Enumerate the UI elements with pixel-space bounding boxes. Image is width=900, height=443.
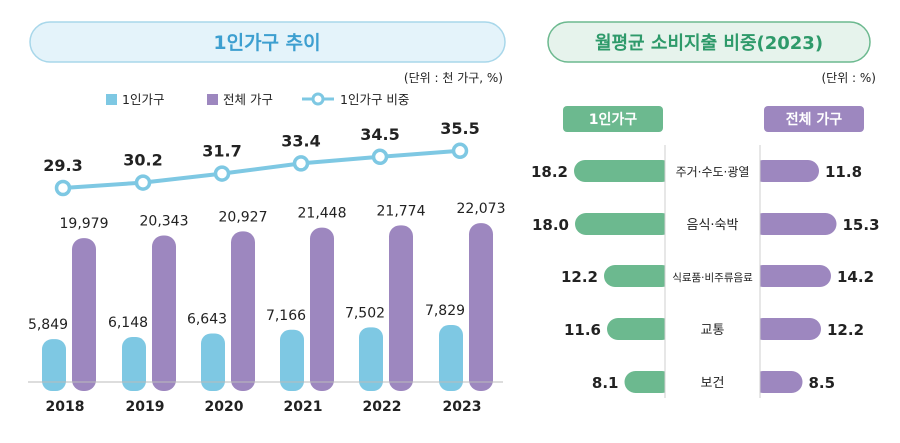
share-label-2022: 34.5 [360, 125, 399, 144]
bar-single-2019 [122, 337, 146, 391]
value-total-1: 11.8 [825, 163, 862, 181]
bar-single-2023 [439, 325, 463, 391]
bar-total-2021 [310, 227, 334, 391]
category-label-2: 음식·숙박 [687, 218, 739, 233]
share-point-2023 [451, 142, 469, 160]
x-tick-2020: 2020 [205, 399, 244, 415]
bar-total-2023 [469, 223, 493, 391]
share-point-2019 [134, 174, 152, 191]
bar-total-2 [752, 213, 837, 235]
right-plot-area: 주거·수도·광열 18.2 11.8 음식·숙박 18.0 15.3 식료품·비주류음료 12… [531, 142, 880, 400]
category-box-1 [665, 156, 760, 186]
right-title-banner [547, 21, 871, 63]
x-tick-2018: 2018 [46, 399, 85, 415]
value-single-1: 18.2 [531, 163, 568, 181]
right-unit-note: (단위 : %) [821, 71, 876, 85]
value-total-5: 8.5 [809, 374, 836, 392]
left-chart-title: 1인가구 추이 [213, 32, 320, 54]
value-single-5: 8.1 [592, 374, 619, 392]
share-point-2022 [371, 148, 389, 166]
bar-single-2021 [280, 329, 304, 391]
legend-label-total: 전체 가구 [223, 92, 273, 107]
bar-single-2020 [201, 333, 225, 391]
label-single-2023: 7,829 [425, 303, 465, 319]
bar-total-3 [752, 265, 831, 287]
bar-single-1 [574, 160, 673, 182]
bar-single-3 [604, 265, 673, 287]
category-box-4 [665, 314, 760, 344]
bar-total-2018 [72, 238, 96, 391]
category-label-3: 식료품·비주류음료 [672, 272, 753, 284]
share-label-2023: 35.5 [440, 119, 479, 138]
share-point-2018 [54, 179, 72, 197]
category-box-5 [665, 367, 760, 397]
left-unit-note: (단위 : 천 가구, %) [404, 70, 503, 85]
value-total-4: 12.2 [827, 321, 864, 339]
value-single-4: 11.6 [564, 321, 601, 339]
right-header-total-bg [764, 106, 864, 132]
label-total-2022: 21,774 [377, 203, 426, 219]
label-total-2018: 19,979 [60, 216, 109, 232]
left-plot-area: 5,849 19,979 2018 6,148 20,343 2019 6,643 20,92… [28, 119, 506, 415]
bar-single-2022 [359, 327, 383, 391]
legend-swatch-single [106, 94, 117, 105]
category-box-2 [665, 209, 760, 239]
right-header-single-bg [563, 106, 663, 132]
bar-total-4 [752, 318, 821, 340]
label-single-2021: 7,166 [266, 308, 306, 324]
label-single-2018: 5,849 [28, 317, 68, 333]
category-label-5: 보건 [701, 376, 725, 391]
label-single-2019: 6,148 [108, 315, 148, 331]
x-tick-2021: 2021 [284, 399, 323, 415]
share-point-2021 [292, 155, 310, 172]
share-label-2020: 31.7 [202, 142, 241, 161]
x-tick-2022: 2022 [363, 399, 402, 415]
value-single-3: 12.2 [561, 268, 598, 286]
legend-line-marker-icon [311, 92, 325, 106]
bar-total-1 [752, 160, 819, 182]
share-label-2019: 30.2 [123, 151, 162, 170]
label-single-2022: 7,502 [345, 305, 385, 321]
bar-total-2020 [231, 231, 255, 391]
bar-total-2019 [152, 235, 176, 391]
share-line [62, 148, 461, 190]
legend-swatch-total [207, 94, 218, 105]
right-header-single: 1인가구 [589, 111, 638, 128]
x-tick-2019: 2019 [126, 399, 165, 415]
legend-label-single: 1인가구 [122, 92, 164, 107]
legend-label-share: 1인가구 비중 [340, 92, 409, 107]
left-legend: 1인가구 전체 가구 1인가구 비중 [106, 92, 409, 107]
bar-single-5 [624, 371, 673, 393]
label-total-2023: 22,073 [457, 201, 506, 217]
bar-single-4 [607, 318, 673, 340]
category-label-4: 교통 [701, 323, 725, 338]
label-total-2020: 20,927 [219, 209, 268, 225]
right-chart-title: 월평균 소비지출 비중(2023) [595, 33, 823, 54]
value-total-3: 14.2 [837, 268, 874, 286]
share-label-2021: 33.4 [281, 131, 320, 150]
label-total-2019: 20,343 [140, 214, 189, 230]
bar-total-2022 [389, 225, 413, 391]
value-single-2: 18.0 [532, 216, 569, 234]
bar-single-2018 [42, 339, 66, 391]
value-total-2: 15.3 [843, 216, 880, 234]
category-label-1: 주거·수도·광열 [676, 165, 750, 179]
label-single-2020: 6,643 [187, 312, 227, 328]
bar-total-5 [752, 371, 803, 393]
left-title-banner [29, 21, 506, 63]
category-box-3 [665, 261, 760, 291]
share-label-2018: 29.3 [43, 156, 82, 175]
right-header-total: 전체 가구 [786, 111, 843, 128]
share-point-2020 [213, 165, 231, 182]
x-tick-2023: 2023 [443, 399, 482, 415]
bar-single-2 [575, 213, 673, 235]
label-total-2021: 21,448 [298, 206, 347, 222]
